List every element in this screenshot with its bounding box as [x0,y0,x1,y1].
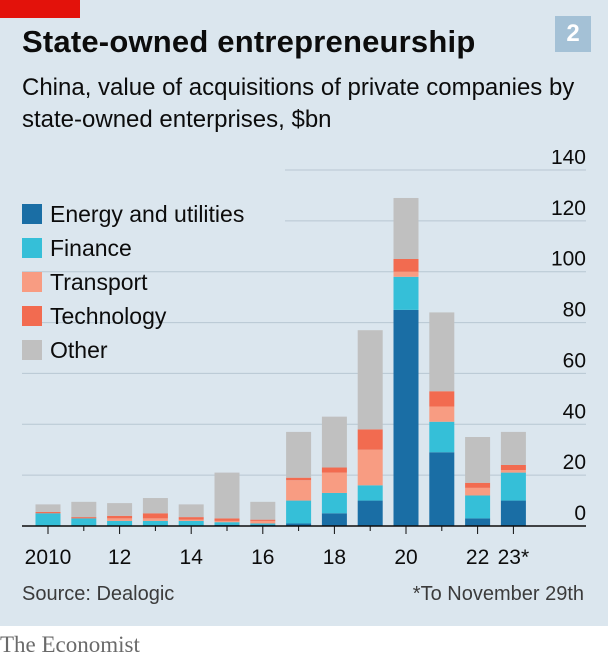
bar-2020-finance [393,276,419,310]
bar-2019-technology [357,429,383,450]
legend-label-finance: Finance [50,235,132,261]
bar-2021-technology [429,391,455,407]
legend-label-other: Other [50,337,108,363]
x-tick-label-2010: 2010 [25,546,72,569]
y-tick-label-80: 80 [563,299,586,322]
bar-2021-other [429,312,455,392]
bar-2022-technology [465,482,491,488]
x-tick-label-2012: 12 [108,546,131,569]
bar-2014-transport [178,519,204,521]
bar-2021-transport [429,406,455,422]
bar-2014-technology [178,517,204,520]
footnote: *To November 29th [412,583,584,605]
x-tick-label-2018: 18 [323,546,346,569]
bar-2019-other [357,330,383,430]
bar-2018-other [321,416,347,468]
bar-2019-transport [357,449,383,486]
chart-title: State-owned entrepreneurship [22,24,476,59]
bar-2018-finance [321,492,347,514]
bar-2017-other [286,431,312,478]
y-tick-label-100: 100 [551,248,586,271]
bar-2014-finance [178,520,204,526]
chart-subtitle: China, value of acquisitions of private … [22,74,575,133]
bar-2017-technology [286,477,312,481]
bar-2020-technology [393,259,419,272]
bar-2023-other [500,431,526,465]
bar-2015-other [214,472,240,519]
bar-2018-energy-and-utilities [321,513,347,526]
bar-2016-other [250,501,276,520]
bar-2022-transport [465,487,491,496]
bar-2013-technology [142,513,168,519]
bar-2022-finance [465,495,491,519]
bar-2021-energy-and-utilities [429,452,455,526]
brand-name: The Economist [0,632,140,657]
stacked-bar-chart: 0 20 40 60 80 100 120 140 2010 12 14 16 18 20 22 23* Ene… [22,150,586,569]
x-tick-label-2016: 16 [251,546,274,569]
y-tick-label-140: 140 [551,150,586,169]
bar-2011-technology [71,517,97,519]
legend-label-energy-and-utilities: Energy and utilities [50,201,244,227]
bar-2010-finance [35,513,61,526]
bar-2014-other [178,504,204,518]
y-tick-label-20: 20 [563,451,586,474]
bar-2012-transport [107,518,133,521]
bar-2010-other [35,504,61,513]
bar-2015-technology [214,518,240,521]
bar-2022-other [465,437,491,483]
bar-2017-transport [286,480,312,501]
bar-2013-transport [142,518,168,521]
bar-2023-finance [500,472,526,501]
legend-label-technology: Technology [50,303,167,329]
x-tick-label-2020: 20 [394,546,417,569]
bar-2020-transport [393,271,419,277]
legend-swatch-transport [22,272,42,292]
bar-2023-transport [500,470,526,473]
source-note: Source: Dealogic [22,583,175,605]
y-tick-label-40: 40 [563,400,586,423]
y-tick-label-60: 60 [563,349,586,372]
bar-2023-technology [500,464,526,471]
bar-2013-finance [142,520,168,526]
bar-2021-finance [429,421,455,453]
y-tick-label-120: 120 [551,197,586,220]
bar-2015-finance [214,522,240,525]
legend-swatch-energy-and-utilities [22,204,42,224]
bar-2018-technology [321,467,347,473]
x-tick-label-2022: 22 [466,546,489,569]
bar-2020-energy-and-utilities [393,309,419,526]
bar-2011-finance [71,518,97,526]
bar-2015-transport [214,520,240,523]
bar-2012-finance [107,520,133,526]
bar-2018-transport [321,472,347,493]
bar-2016-transport [250,520,276,524]
legend-swatch-other [22,340,42,360]
legend-swatch-technology [22,306,42,326]
bar-2012-other [107,503,133,516]
legend-label-transport: Transport [50,269,148,295]
bar-2017-energy-and-utilities [286,523,312,526]
bar-2019-energy-and-utilities [357,500,383,526]
bar-2013-other [142,498,168,514]
x-tick-label-2014: 14 [180,546,204,569]
bar-2011-other [71,501,97,518]
bar-2017-finance [286,500,312,524]
legend-swatch-finance [22,238,42,258]
bar-2022-energy-and-utilities [465,518,491,526]
bar-2016-finance [250,523,276,525]
bar-2010-technology [35,512,61,514]
bar-2020-other [393,197,419,259]
brand-red-tag [0,0,80,18]
bar-2012-technology [107,515,133,519]
y-tick-label-0: 0 [574,502,586,525]
bar-2016-technology [250,519,276,521]
x-tick-label-2023: 23* [498,546,530,569]
chart-number-badge: 2 [555,16,591,52]
bar-2019-finance [357,485,383,501]
bar-2023-energy-and-utilities [500,500,526,526]
